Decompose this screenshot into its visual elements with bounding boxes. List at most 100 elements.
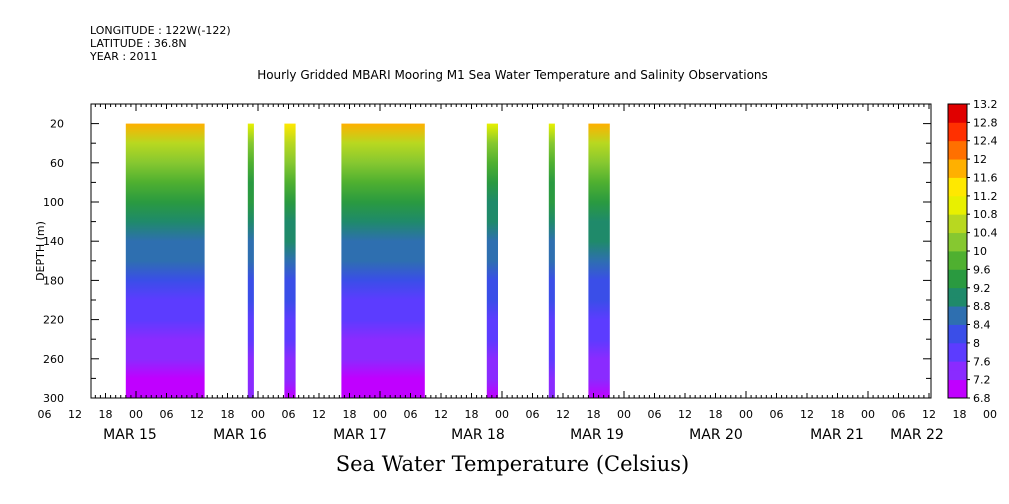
colorbar-segment xyxy=(948,113,967,123)
colorbar-segment xyxy=(948,232,967,243)
data-block xyxy=(486,123,498,398)
colorbar-segment xyxy=(948,168,967,178)
y-tick-label: 260 xyxy=(43,353,64,366)
x-tick-label: 06 xyxy=(160,408,174,421)
colorbar-label: 8 xyxy=(973,337,980,350)
x-tick-label: 00 xyxy=(861,408,875,421)
colorbar-segment xyxy=(948,260,967,270)
x-tick-label: 00 xyxy=(983,408,997,421)
colorbar-label: 7.2 xyxy=(973,374,991,387)
colorbar-segment xyxy=(948,370,967,381)
colorbar-label: 6.8 xyxy=(973,392,991,405)
colorbar-label: 10.4 xyxy=(973,227,998,240)
colorbar-label: 11.2 xyxy=(973,190,998,203)
colorbar-label: 7.6 xyxy=(973,355,991,368)
x-day-label: MAR 19 xyxy=(570,427,624,443)
colorbar-segment xyxy=(948,251,967,261)
colorbar-segment xyxy=(948,131,967,142)
x-tick-label: 06 xyxy=(892,408,906,421)
data-layer xyxy=(125,123,610,398)
x-tick-label: 18 xyxy=(221,408,235,421)
x-tick-label: 12 xyxy=(922,408,936,421)
colorbar-segment xyxy=(948,296,967,307)
data-block xyxy=(588,123,610,398)
x-tick-label: 00 xyxy=(373,408,387,421)
latitude-label: LATITUDE : 36.8N xyxy=(90,37,187,50)
colorbar-label: 8.8 xyxy=(973,300,991,313)
data-block xyxy=(247,123,254,398)
x-tick-label: 00 xyxy=(129,408,143,421)
chart-title: Hourly Gridded MBARI Mooring M1 Sea Wate… xyxy=(257,68,768,82)
colorbar-label: 12.8 xyxy=(973,116,998,129)
colorbar-segment xyxy=(948,140,967,151)
x-tick-label: 00 xyxy=(739,408,753,421)
data-block xyxy=(341,123,425,398)
x-tick-label: 18 xyxy=(343,408,357,421)
colorbar-segment xyxy=(948,278,967,289)
x-tick-label: 12 xyxy=(434,408,448,421)
year-label: YEAR : 2011 xyxy=(90,50,158,63)
y-tick-label: 300 xyxy=(43,392,64,405)
x-day-label: MAR 16 xyxy=(213,427,267,443)
x-tick-label: 00 xyxy=(495,408,509,421)
x-tick-label: 06 xyxy=(404,408,418,421)
x-tick-label: 00 xyxy=(251,408,265,421)
x-tick-label: 06 xyxy=(38,408,52,421)
colorbar-label: 13.2 xyxy=(973,98,998,111)
x-day-label: MAR 17 xyxy=(333,427,387,443)
x-tick-label: 12 xyxy=(678,408,692,421)
colorbar-segment xyxy=(948,195,967,206)
axes-layer: 06 12 18 00 06 12 18 00 06 12 18 00 06 12 18 00 06 12 18 00… xyxy=(38,103,997,443)
x-tick-label: 12 xyxy=(556,408,570,421)
colorbar-segment xyxy=(948,241,967,252)
x-tick-label: 06 xyxy=(282,408,296,421)
colorbar-segment xyxy=(948,214,967,224)
colorbar-label: 12.4 xyxy=(973,135,998,148)
data-block xyxy=(548,123,555,398)
y-tick-label: 220 xyxy=(43,314,64,327)
colorbar-segment xyxy=(948,287,967,298)
y-tick-label: 20 xyxy=(50,118,64,131)
x-tick-label: 18 xyxy=(831,408,845,421)
colorbar-label: 12 xyxy=(973,153,987,166)
x-day-label: MAR 15 xyxy=(103,427,157,443)
colorbar-segment xyxy=(948,149,967,160)
x-day-label: MAR 18 xyxy=(451,427,505,443)
longitude-label: LONGITUDE : 122W(-122) xyxy=(90,24,231,37)
x-axis-title: Sea Water Temperature (Celsius) xyxy=(335,452,690,476)
x-day-label: MAR 21 xyxy=(810,427,864,443)
colorbar-segment xyxy=(948,269,967,279)
x-tick-label: 18 xyxy=(99,408,113,421)
x-tick-label: 12 xyxy=(800,408,814,421)
colorbar-segment xyxy=(948,361,967,371)
colorbar-segment xyxy=(948,379,967,390)
x-tick-label: 12 xyxy=(190,408,204,421)
colorbar-segment xyxy=(948,306,967,316)
y-tick-label: 60 xyxy=(50,157,64,170)
data-block xyxy=(125,123,205,398)
y-tick-label: 140 xyxy=(43,235,64,248)
colorbar-segment xyxy=(948,186,967,197)
colorbar-segment xyxy=(948,177,967,188)
plot-frame xyxy=(90,103,932,399)
colorbar-segment xyxy=(948,205,967,215)
colorbar-segment xyxy=(948,352,967,362)
data-block xyxy=(284,123,296,398)
x-tick-label: 06 xyxy=(770,408,784,421)
colorbar-segment xyxy=(948,324,967,335)
x-day-label: MAR 20 xyxy=(689,427,743,443)
x-tick-label: 18 xyxy=(709,408,723,421)
x-tick-label: 12 xyxy=(68,408,82,421)
colorbar-segment xyxy=(948,342,967,353)
colorbar-segment xyxy=(948,333,967,344)
x-tick-label: 06 xyxy=(526,408,540,421)
colorbar-label: 11.6 xyxy=(973,172,998,185)
x-tick-label: 18 xyxy=(587,408,601,421)
x-tick-label: 18 xyxy=(465,408,479,421)
colorbar-segment xyxy=(948,104,967,114)
colorbar-segment xyxy=(948,122,967,132)
colorbar-label: 9.6 xyxy=(973,263,991,276)
colorbar-segment xyxy=(948,223,967,234)
colorbar-label: 10.8 xyxy=(973,208,998,221)
